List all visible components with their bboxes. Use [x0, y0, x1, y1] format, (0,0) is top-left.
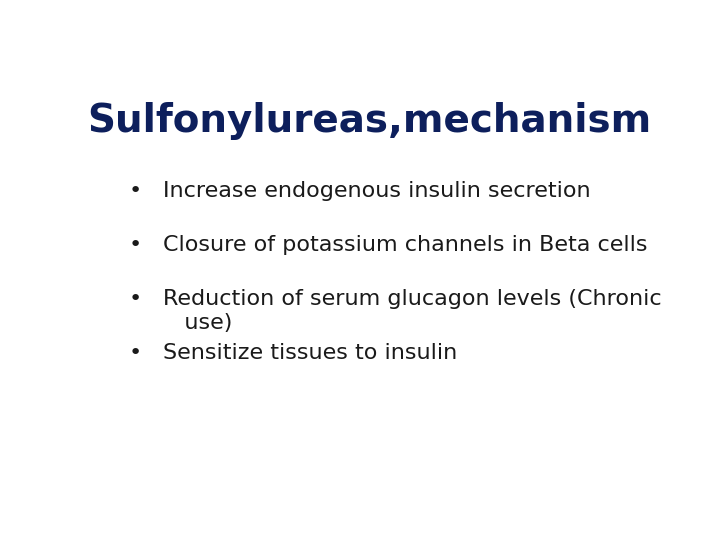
Text: Sulfonylureas,mechanism: Sulfonylureas,mechanism [87, 102, 651, 140]
Text: Increase endogenous insulin secretion: Increase endogenous insulin secretion [163, 181, 590, 201]
Text: Closure of potassium channels in Beta cells: Closure of potassium channels in Beta ce… [163, 235, 647, 255]
Text: •: • [129, 289, 143, 309]
Text: •: • [129, 343, 143, 363]
Text: •: • [129, 235, 143, 255]
Text: Sensitize tissues to insulin: Sensitize tissues to insulin [163, 343, 456, 363]
Text: Reduction of serum glucagon levels (Chronic
   use): Reduction of serum glucagon levels (Chro… [163, 289, 661, 333]
Text: •: • [129, 181, 143, 201]
